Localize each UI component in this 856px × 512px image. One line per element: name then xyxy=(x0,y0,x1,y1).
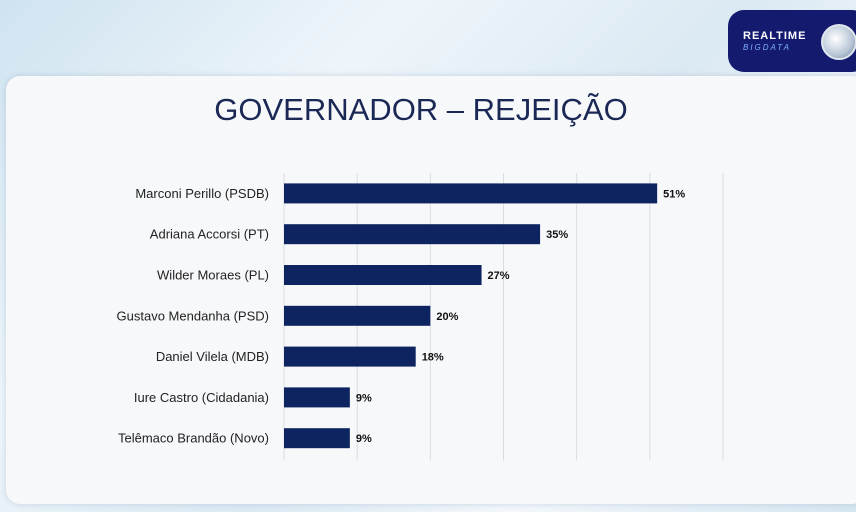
bar xyxy=(284,387,350,408)
logo-line2: BIGDATA xyxy=(743,43,791,52)
chart-title: GOVERNADOR – REJEIÇÃO xyxy=(214,92,628,127)
data-label: 35% xyxy=(546,229,568,241)
category-label: Telêmaco Brandão (Novo) xyxy=(118,431,269,446)
category-label: Adriana Accorsi (PT) xyxy=(150,227,269,242)
data-label: 18% xyxy=(422,352,444,364)
category-label: Wilder Moraes (PL) xyxy=(157,268,269,283)
bar xyxy=(284,428,350,449)
category-label: Marconi Perillo (PSDB) xyxy=(135,186,269,201)
data-label: 9% xyxy=(356,433,372,445)
bar xyxy=(284,346,416,367)
bar xyxy=(284,265,482,285)
data-label: 27% xyxy=(488,270,510,282)
category-label: Iure Castro (Cidadania) xyxy=(134,390,269,405)
data-label: 20% xyxy=(436,311,458,323)
data-label: 51% xyxy=(663,188,685,200)
category-label: Gustavo Mendanha (PSD) xyxy=(117,308,269,323)
bar xyxy=(284,305,431,326)
bar xyxy=(284,224,541,245)
logo-line1: REALTIME xyxy=(743,30,807,42)
chart-card xyxy=(6,76,856,504)
category-label: Daniel Vilela (MDB) xyxy=(156,349,269,364)
data-label: 9% xyxy=(356,392,372,404)
bar xyxy=(284,183,658,204)
realtime-bigdata-logo: REALTIME BIGDATA xyxy=(728,10,856,72)
globe-icon xyxy=(821,24,856,60)
